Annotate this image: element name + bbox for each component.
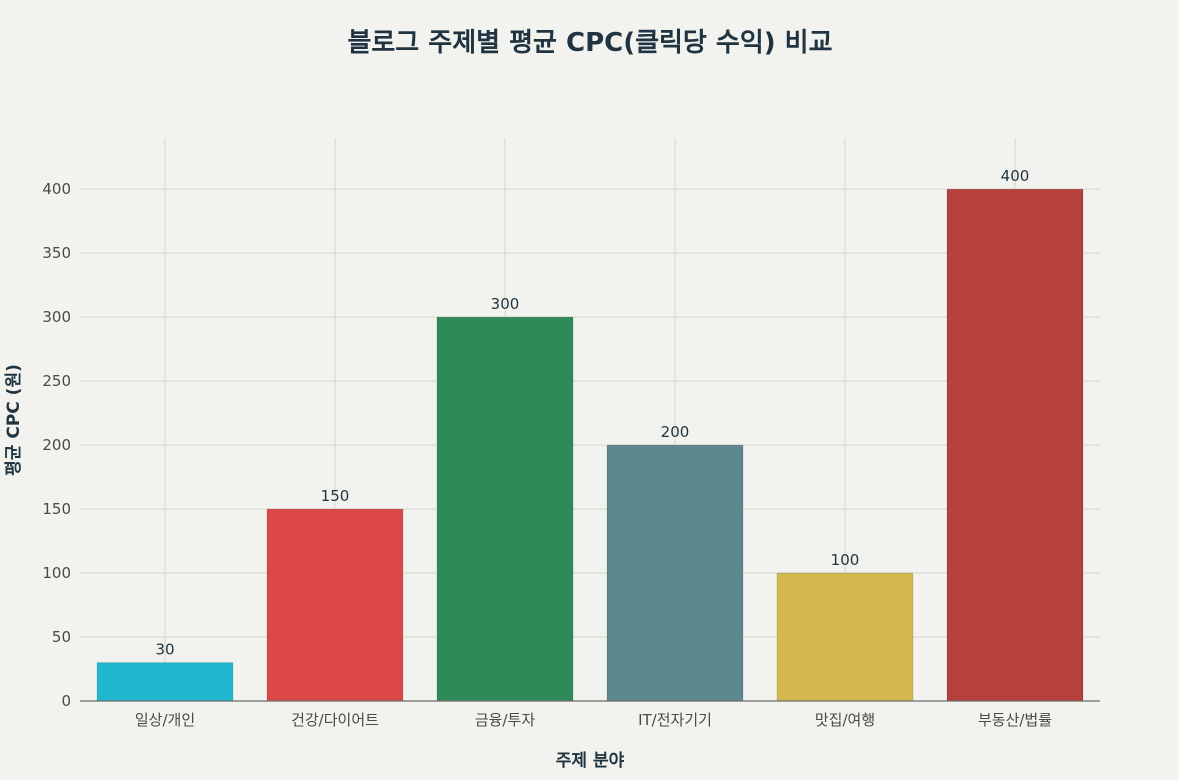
data-labels: 30 150 300 200 100 400 bbox=[155, 167, 1029, 658]
y-tick-label: 350 bbox=[42, 244, 71, 262]
x-axis-label: 주제 분야 bbox=[556, 751, 625, 771]
data-label: 400 bbox=[1001, 167, 1030, 185]
bar bbox=[266, 508, 404, 702]
data-label: 300 bbox=[491, 295, 520, 313]
bars bbox=[96, 188, 1084, 702]
data-label: 100 bbox=[831, 551, 860, 569]
x-tick-label: IT/전자기기 bbox=[638, 711, 712, 729]
y-tick-label: 0 bbox=[61, 692, 71, 710]
bar bbox=[776, 572, 914, 702]
y-tick-label: 100 bbox=[42, 564, 71, 582]
chart-title: 블로그 주제별 평균 CPC(클릭당 수익) 비교 bbox=[347, 28, 832, 58]
x-tick-label: 맛집/여행 bbox=[815, 711, 875, 729]
y-tick-label: 50 bbox=[52, 628, 71, 646]
x-tick-label: 일상/개인 bbox=[135, 711, 195, 729]
y-axis-label: 평균 CPC (원) bbox=[4, 364, 24, 476]
y-tick-label: 150 bbox=[42, 500, 71, 518]
data-label: 150 bbox=[321, 487, 350, 505]
x-tick-label: 금융/투자 bbox=[475, 711, 535, 729]
bar bbox=[96, 662, 234, 702]
bar bbox=[606, 444, 744, 702]
x-axis-ticks: 일상/개인 건강/다이어트 금융/투자 IT/전자기기 맛집/여행 부동산/법률 bbox=[135, 711, 1052, 729]
bar bbox=[436, 316, 574, 702]
y-tick-label: 200 bbox=[42, 436, 71, 454]
y-tick-label: 400 bbox=[42, 180, 71, 198]
x-tick-label: 건강/다이어트 bbox=[291, 711, 379, 729]
bar bbox=[946, 188, 1084, 702]
data-label: 200 bbox=[661, 423, 690, 441]
data-label: 30 bbox=[155, 641, 174, 659]
y-tick-label: 250 bbox=[42, 372, 71, 390]
y-axis-ticks: 0 50 100 150 200 250 300 350 400 bbox=[42, 180, 71, 710]
x-tick-label: 부동산/법률 bbox=[978, 711, 1052, 729]
y-tick-label: 300 bbox=[42, 308, 71, 326]
